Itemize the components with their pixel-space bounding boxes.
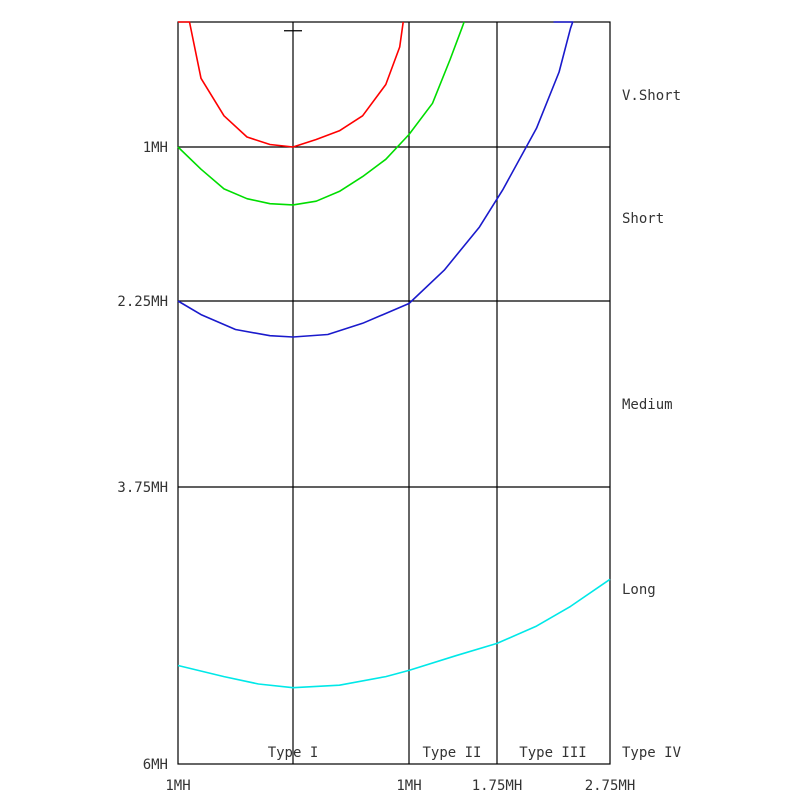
y-tick-label: 6MH <box>143 757 168 773</box>
y-tick-label: 3.75MH <box>117 480 168 496</box>
series-line <box>178 21 404 148</box>
y-zone-label: Medium <box>622 397 673 413</box>
x-tick-label: 1MH <box>396 778 421 794</box>
y-zone-label: Long <box>622 582 656 598</box>
series-line <box>177 578 611 689</box>
plot-frame <box>177 21 611 765</box>
x-tick-label: 2.75MH <box>585 778 636 794</box>
y-tick-label: 1MH <box>143 140 168 156</box>
y-zone-label: V.Short <box>622 88 681 104</box>
x-zone-label: Type I <box>268 745 319 761</box>
x-tick-label: 1MH <box>165 778 190 794</box>
x-zone-label: Type III <box>519 745 586 761</box>
series-line <box>177 21 465 206</box>
x-tick-label: 1.75MH <box>472 778 523 794</box>
series-line <box>177 21 574 338</box>
y-tick-label: 2.25MH <box>117 294 168 310</box>
x-zone-label: Type IV <box>622 745 682 761</box>
x-zone-label: Type II <box>422 745 481 761</box>
y-zone-label: Short <box>622 211 664 227</box>
